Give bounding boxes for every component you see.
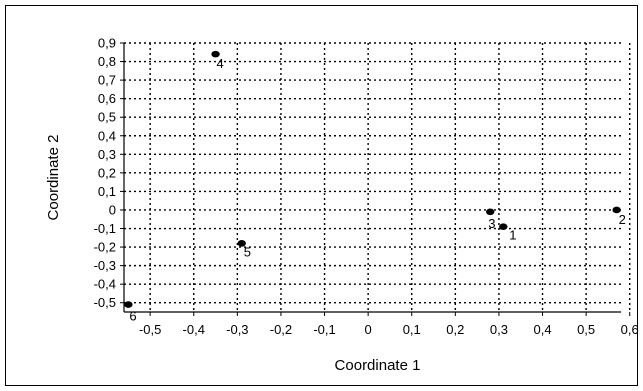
data-label-4: 4	[217, 56, 224, 71]
x-tick-label: 0,1	[403, 322, 421, 337]
y-tick-label: -0,5	[94, 295, 116, 310]
x-tick-label: 0,5	[577, 322, 595, 337]
y-tick-label: 0,6	[98, 91, 116, 106]
y-tick-label: -0,4	[94, 277, 116, 292]
data-label-1: 1	[509, 228, 516, 243]
data-point-1	[499, 223, 508, 230]
y-axis-title: Coordinate 2	[45, 135, 62, 221]
x-tick-label: -0,1	[313, 322, 335, 337]
y-tick-label: 0	[109, 202, 116, 217]
y-tick-label: -0,1	[94, 221, 116, 236]
y-tick-label: 0,5	[98, 110, 116, 125]
x-tick-label: 0,2	[446, 322, 464, 337]
data-label-2: 2	[619, 212, 626, 227]
x-tick-label: -0,2	[270, 322, 292, 337]
x-tick-label: -0,3	[226, 322, 248, 337]
y-tick-label: 0,7	[98, 73, 116, 88]
chart-frame	[5, 5, 638, 386]
x-tick-label: -0,5	[139, 322, 161, 337]
x-tick-label: 0,4	[533, 322, 551, 337]
grid	[124, 42, 631, 312]
data-point-5	[237, 240, 246, 247]
y-tick-label: -0,2	[94, 240, 116, 255]
y-tick-label: 0,8	[98, 54, 116, 69]
data-point-4	[211, 50, 220, 58]
y-tick-label: 0,3	[98, 147, 116, 162]
x-tick-label: 0,6	[621, 322, 639, 337]
data-point-6	[124, 301, 133, 308]
x-tick-label: -0,4	[183, 322, 205, 337]
x-tick-label: 0	[365, 322, 372, 337]
data-point-2	[612, 206, 621, 214]
x-tick-label: 0,3	[490, 322, 508, 337]
y-tick-label: 0,4	[98, 128, 116, 143]
y-tick-label: -0,3	[94, 258, 116, 273]
ticks: -0,5 -0,4 -0,3 -0,2 -0,1 0 0,1 0,2 0,3 0,4 0,5 0,6 0…	[94, 36, 639, 338]
y-tick-label: 0,1	[98, 184, 116, 199]
data-point-3	[486, 208, 495, 216]
data-label-6: 6	[129, 309, 136, 324]
data-label-5: 5	[244, 244, 251, 259]
data-points: 1 2 3 4 5 6	[124, 50, 626, 324]
y-tick-label: 0,2	[98, 165, 116, 180]
y-tick-label: 0,9	[98, 36, 116, 51]
data-label-3: 3	[488, 216, 495, 231]
x-axis-title: Coordinate 1	[335, 357, 421, 374]
